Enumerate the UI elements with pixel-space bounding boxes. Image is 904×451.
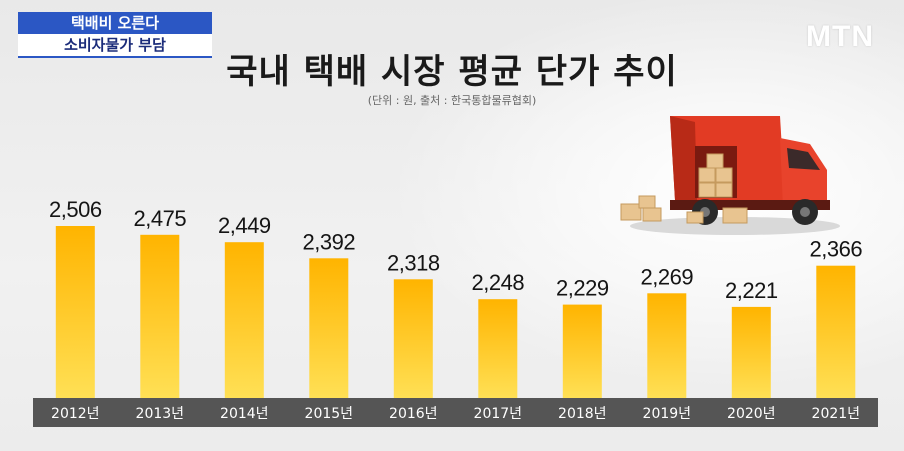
bar-2017년 bbox=[478, 299, 518, 398]
value-label: 2,229 bbox=[556, 276, 609, 301]
x-tick-label: 2018년 bbox=[558, 406, 607, 422]
value-label: 2,506 bbox=[49, 197, 102, 222]
value-label: 2,318 bbox=[387, 250, 440, 275]
x-tick-label: 2017년 bbox=[474, 406, 523, 422]
bar-2016년 bbox=[393, 279, 433, 398]
x-tick-label: 2013년 bbox=[136, 406, 185, 422]
chart-subtitle: (단위 : 원, 출처 : 한국통합물류협회) bbox=[367, 94, 537, 107]
x-tick-label: 2016년 bbox=[389, 406, 438, 422]
value-label: 2,248 bbox=[472, 270, 525, 295]
x-tick-label: 2015년 bbox=[305, 406, 354, 422]
bar-2015년 bbox=[309, 258, 349, 398]
x-tick-label: 2019년 bbox=[643, 406, 692, 422]
bar-2013년 bbox=[140, 234, 180, 398]
headline-caption: 택배비 오른다 bbox=[18, 12, 212, 34]
x-tick-label: 2021년 bbox=[812, 406, 861, 422]
x-axis-band bbox=[33, 398, 878, 427]
bar-2018년 bbox=[562, 304, 602, 398]
value-labels-layer: 2,506 2,475 2,449 2,392 2,318 2,248 2,229 2,269… bbox=[49, 197, 863, 303]
x-tick-label: 2012년 bbox=[51, 406, 100, 422]
chart-title: 국내 택배 시장 평균 단가 추이 bbox=[226, 52, 678, 92]
x-tick-labels-layer: 2012년 2013년 2014년 2015년 2016년 2017년 2018년 2019년… bbox=[51, 406, 860, 422]
value-label: 2,269 bbox=[641, 264, 694, 289]
value-label: 2,366 bbox=[810, 237, 863, 262]
value-label: 2,449 bbox=[218, 213, 271, 238]
broadcaster-logo: MTN bbox=[806, 20, 874, 53]
truck-shadow bbox=[630, 217, 840, 235]
x-tick-label: 2014년 bbox=[220, 406, 269, 422]
subheadline-caption: 소비자물가 부담 bbox=[18, 34, 212, 58]
bar-2021년 bbox=[816, 265, 856, 398]
delivery-truck-illustration bbox=[620, 116, 840, 235]
value-label: 2,392 bbox=[303, 229, 356, 254]
bar-2019년 bbox=[647, 293, 687, 398]
value-label: 2,221 bbox=[725, 278, 778, 303]
value-label: 2,475 bbox=[134, 206, 187, 231]
x-tick-label: 2020년 bbox=[727, 406, 776, 422]
bar-2014년 bbox=[224, 242, 264, 398]
bars-layer bbox=[55, 226, 856, 398]
bar-2020년 bbox=[731, 306, 771, 398]
cargo-boxes bbox=[620, 153, 748, 224]
bar-2012년 bbox=[55, 226, 95, 398]
